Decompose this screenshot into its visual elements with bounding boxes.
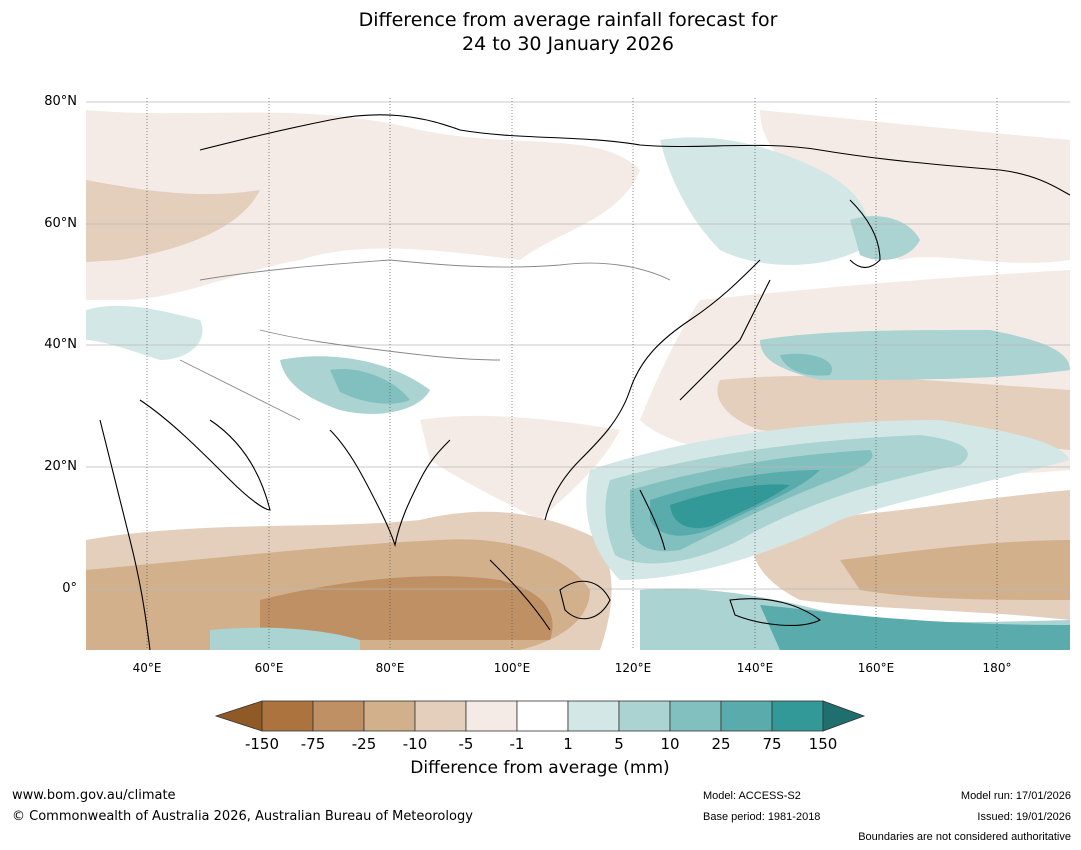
colorbar-tick-label: 75: [762, 735, 781, 753]
footer-base-period: Base period: 1981-2018: [703, 811, 821, 823]
footer-model-run: Model run: 17/01/2026: [960, 790, 1071, 802]
wetter-region-new-guinea-core: [760, 605, 1070, 650]
footer-disclaimer: Boundaries are not considered authoritat…: [858, 831, 1071, 843]
colorbar-tick-label: 150: [809, 735, 838, 753]
lat-label-80n: 80°N: [44, 94, 77, 109]
wetter-region-kamchatka: [850, 216, 920, 260]
coast-east-asia: [544, 259, 761, 521]
colorbar-bin-9: [720, 700, 773, 732]
colorbar-bin-8: [669, 700, 722, 732]
footer-model: Model: ACCESS-S2: [703, 790, 801, 802]
colorbar-tick-label: 5: [614, 735, 624, 753]
drier-region-east-pacific-2: [840, 540, 1070, 600]
colorbar-tick-label: -75: [301, 735, 326, 753]
colorbar-bin-4: [465, 700, 518, 732]
lon-label-160e: 160°E: [857, 661, 895, 675]
coast-africa: [99, 419, 151, 650]
title-line-2: 24 to 30 January 2026: [462, 33, 674, 55]
meridians: [146, 98, 998, 650]
coast-japan: [679, 279, 771, 401]
colorbar-tick-label: -25: [352, 735, 377, 753]
colorbar-bin-7: [618, 700, 671, 732]
lon-label-80e: 80°E: [375, 661, 405, 675]
coastlines: [99, 114, 1070, 650]
colorbar-tick-label: -10: [403, 735, 428, 753]
colorbar-extend-low: [214, 700, 263, 732]
wetter-region-siberia: [660, 137, 868, 265]
drier-region-india-east: [420, 415, 620, 520]
lon-label-60e: 60°E: [254, 661, 284, 675]
lon-label-120e: 120°E: [614, 661, 652, 675]
wetter-region-japan-east: [760, 330, 1070, 380]
coast-new-guinea: [729, 598, 822, 626]
drier-region-north-2: [86, 180, 260, 262]
colorbar-tick-label: -150: [245, 735, 279, 753]
map-area: [86, 98, 1070, 650]
lon-label-140e: 140°E: [736, 661, 774, 675]
colorbar-tick-label: -5: [459, 735, 474, 753]
colorbar-tick-label: 25: [711, 735, 730, 753]
coast-philippines: [639, 489, 666, 551]
footer-url[interactable]: www.bom.gov.au/climate: [12, 788, 176, 803]
lon-label-40e: 40°E: [132, 661, 162, 675]
colorbar-tick-label: 10: [660, 735, 679, 753]
colorbar-bin-3: [414, 700, 467, 732]
colorbar-bin-1: [312, 700, 365, 732]
wetter-regions: [86, 137, 1070, 650]
lon-label-180: 180°: [982, 661, 1012, 675]
coast-arctic: [199, 114, 1070, 196]
colorbar: -150 -75 -25 -10 -5 -1 1 5 10 25 75 150: [214, 700, 866, 753]
lat-label-equator: 0°: [62, 581, 77, 596]
colorbar-tick-label: 1: [563, 735, 573, 753]
drier-region-arctic-east: [760, 110, 1070, 263]
drier-region-indian-ocean-3: [260, 576, 553, 640]
drier-region-north: [86, 110, 640, 300]
colorbar-bin-10: [771, 700, 824, 732]
wetter-region-japan-east-2: [780, 353, 832, 376]
coast-kamchatka: [849, 199, 881, 269]
footer-issued: Issued: 19/01/2026: [977, 811, 1071, 823]
lat-label-60n: 60°N: [44, 216, 77, 231]
coast-india: [329, 429, 451, 548]
colorbar-bin-0: [261, 700, 314, 732]
colorbar-extend-high: [822, 700, 866, 732]
coast-sumatra: [489, 559, 551, 631]
lon-label-100e: 100°E: [493, 661, 531, 675]
lat-label-40n: 40°N: [44, 337, 77, 352]
gridlines: [86, 101, 1070, 590]
footer-copyright: © Commonwealth of Australia 2026, Austra…: [12, 809, 473, 824]
wetter-region-philippines-peak: [670, 484, 790, 529]
colorbar-bin-6: [567, 700, 620, 732]
colorbar-tick-label: -1: [510, 735, 525, 753]
country-borders: [179, 259, 671, 421]
colorbar-legend: -150 -75 -25 -10 -5 -1 1 5 10 25 75 150: [214, 700, 866, 753]
title-line-1: Difference from average rainfall forecas…: [358, 9, 778, 31]
wetter-region-indian-south: [210, 627, 360, 650]
colorbar-bin-5: [516, 700, 569, 732]
chart-title: Difference from average rainfall forecas…: [0, 8, 1081, 56]
legend-title: Difference from average (mm): [410, 758, 670, 778]
coast-arabia: [139, 399, 271, 511]
coast-borneo: [559, 580, 611, 620]
lat-label-20n: 20°N: [44, 459, 77, 474]
colorbar-bin-2: [363, 700, 416, 732]
wetter-region-caspian: [86, 305, 203, 360]
